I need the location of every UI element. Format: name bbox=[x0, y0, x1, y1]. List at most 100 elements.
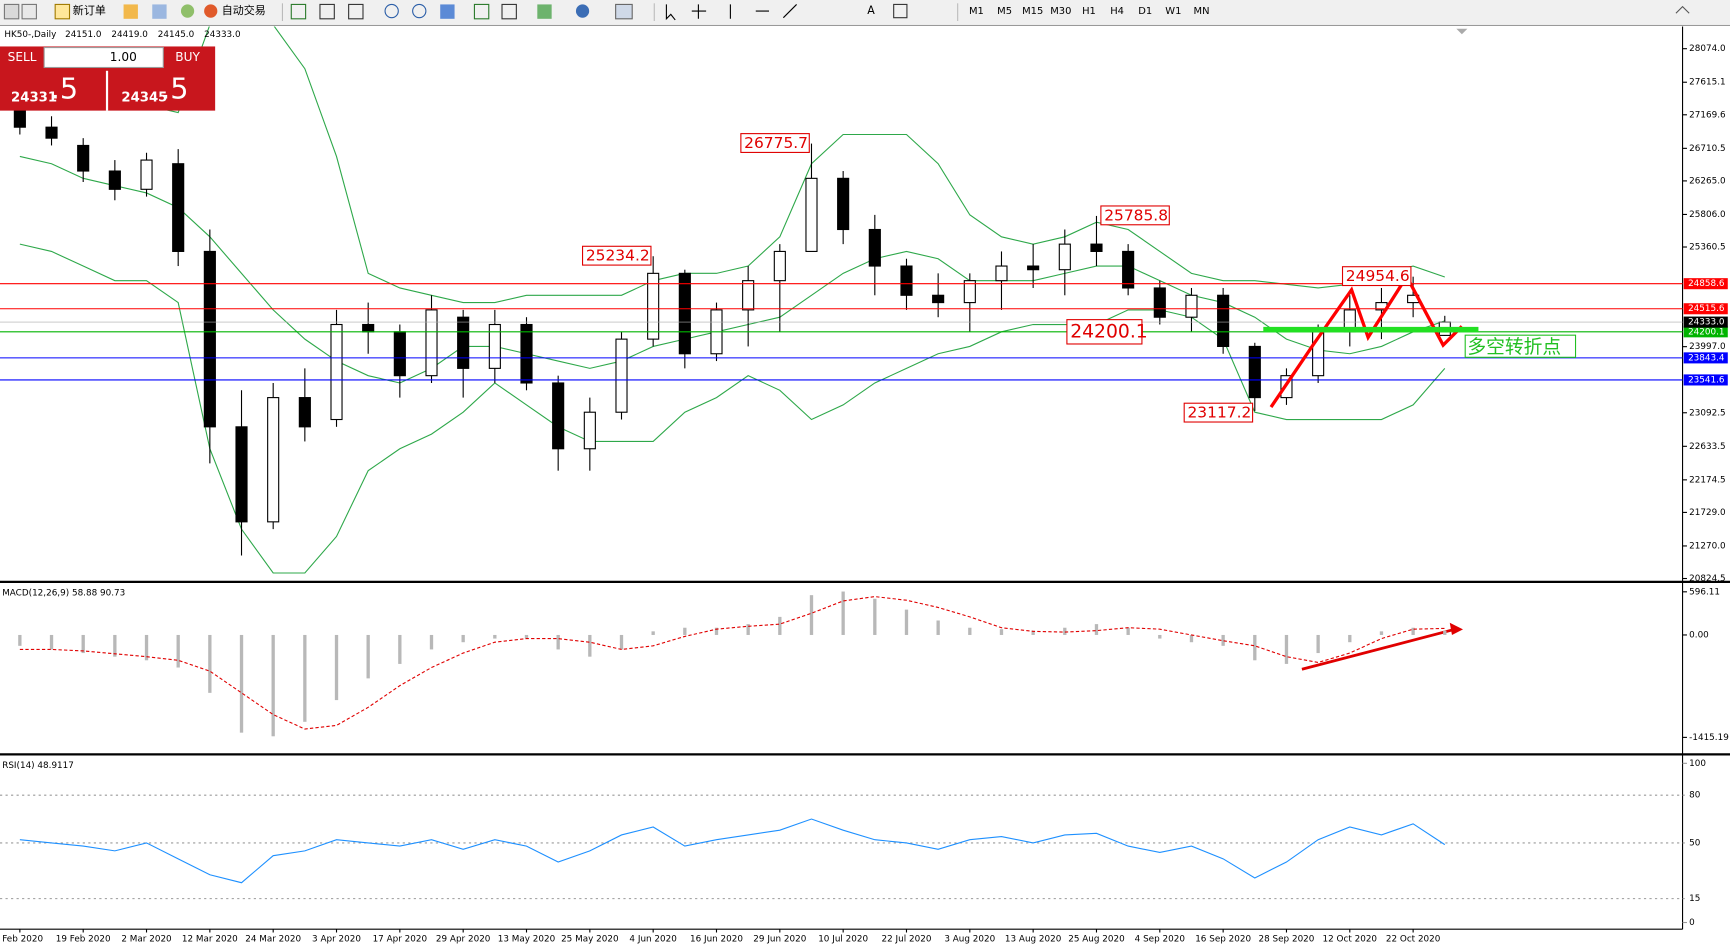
new-order-icon[interactable] bbox=[54, 3, 71, 20]
bid-label: 24333.0 bbox=[1688, 318, 1725, 328]
macd-bar bbox=[524, 634, 529, 639]
tool-icon[interactable] bbox=[348, 3, 364, 20]
level-axis-label: 23541.6 bbox=[1688, 375, 1725, 385]
zigzag-drawing bbox=[1269, 273, 1464, 409]
tool-icon[interactable] bbox=[319, 3, 335, 20]
period-button[interactable]: H4 bbox=[1110, 6, 1124, 17]
macd-bar bbox=[398, 634, 402, 664]
macd-bar bbox=[113, 634, 117, 657]
label-tool[interactable] bbox=[893, 3, 908, 19]
lots-value[interactable]: 1.00 bbox=[110, 50, 137, 64]
macd-bar bbox=[1221, 634, 1225, 646]
macd-bar bbox=[556, 634, 560, 650]
price-label: 23117.2 bbox=[1187, 404, 1251, 422]
new-order-button[interactable]: 新订单 bbox=[73, 3, 106, 17]
zoom-out[interactable] bbox=[412, 3, 427, 19]
macd-bar bbox=[1253, 634, 1257, 661]
macd-bar bbox=[1348, 634, 1352, 643]
macd-bar bbox=[1094, 624, 1099, 635]
candle-body bbox=[520, 323, 533, 384]
macd-bar bbox=[144, 634, 149, 661]
macd-bar bbox=[208, 634, 212, 693]
auto-trading-button[interactable]: 自动交易 bbox=[222, 3, 266, 17]
rsi-y-tick-label: 15 bbox=[1689, 894, 1700, 904]
sell-price[interactable]: 24331 bbox=[11, 90, 57, 105]
period-button[interactable]: MN bbox=[1194, 6, 1210, 17]
macd-bar bbox=[873, 598, 877, 635]
tool-icon[interactable] bbox=[180, 4, 195, 18]
line-tools[interactable] bbox=[729, 4, 797, 19]
bid-box bbox=[1683, 316, 1728, 328]
bollinger-lower bbox=[19, 243, 1446, 574]
candle-body bbox=[868, 228, 881, 267]
rsi-y-tick-label: 0 bbox=[1689, 918, 1695, 928]
y-tick-label: 23997.0 bbox=[1689, 342, 1726, 352]
tool-icon[interactable] bbox=[473, 3, 490, 20]
macd-bar bbox=[49, 634, 54, 650]
candle-body bbox=[963, 280, 976, 304]
x-tick-label: 12 Mar 2020 bbox=[182, 935, 238, 945]
macd-bar bbox=[271, 634, 275, 737]
tool-icon[interactable] bbox=[537, 4, 552, 19]
sell-price-pips[interactable]: .5 bbox=[51, 72, 78, 106]
macd-bar bbox=[18, 634, 22, 646]
y-tick-label: 21270.0 bbox=[1689, 541, 1726, 551]
buy-button[interactable]: BUY bbox=[175, 50, 200, 64]
y-tick-label: 22174.5 bbox=[1689, 475, 1725, 485]
collapse-button[interactable] bbox=[1675, 5, 1690, 14]
period-button[interactable]: D1 bbox=[1138, 6, 1152, 17]
tool-icon[interactable] bbox=[501, 3, 517, 20]
ohlc-value: 24151.0 bbox=[65, 30, 102, 40]
macd-bar bbox=[714, 627, 719, 635]
macd-bar bbox=[904, 609, 909, 635]
macd-bar bbox=[493, 634, 497, 639]
macd-bar bbox=[999, 629, 1004, 635]
macd-bar bbox=[1031, 630, 1035, 635]
auto-trading-icon[interactable] bbox=[204, 4, 218, 18]
annotation: 多空转折点 bbox=[1464, 334, 1577, 358]
level-axis-box bbox=[1683, 278, 1728, 290]
y-tick-label: 26265.0 bbox=[1689, 176, 1726, 186]
lots-box[interactable] bbox=[43, 47, 164, 69]
macd-bar bbox=[1379, 631, 1384, 635]
period-button[interactable]: M30 bbox=[1050, 6, 1071, 17]
macd-bar bbox=[1158, 634, 1162, 639]
period-button[interactable]: M15 bbox=[1022, 6, 1043, 17]
period-button[interactable]: M1 bbox=[969, 6, 984, 17]
macd-bar bbox=[81, 634, 85, 654]
candle-body bbox=[805, 177, 818, 252]
period-button[interactable]: W1 bbox=[1165, 6, 1181, 17]
period-button[interactable]: M5 bbox=[997, 6, 1012, 17]
macd-bar bbox=[809, 595, 814, 635]
text-tool[interactable]: A bbox=[867, 4, 875, 17]
sell-button[interactable]: SELL bbox=[8, 50, 37, 64]
tool-icon[interactable] bbox=[21, 3, 37, 20]
tool-icon[interactable] bbox=[615, 3, 633, 20]
buy-price[interactable]: 24345 bbox=[121, 90, 167, 105]
crosshair-tool[interactable] bbox=[691, 4, 707, 19]
x-tick-label: 28 Sep 2020 bbox=[1259, 935, 1315, 945]
tool-icon[interactable] bbox=[152, 4, 167, 19]
tool-icon[interactable] bbox=[3, 3, 20, 20]
macd-bar bbox=[588, 634, 592, 657]
x-tick-label: 10 Jul 2020 bbox=[818, 935, 868, 945]
macd-y-tick-label: -1415.19 bbox=[1689, 733, 1729, 743]
zoom-in[interactable] bbox=[384, 3, 399, 19]
macd-bar bbox=[334, 634, 339, 701]
macd-y-tick-label: 596.11 bbox=[1689, 587, 1720, 597]
tool-icon[interactable] bbox=[290, 3, 307, 20]
tool-icon[interactable] bbox=[440, 4, 455, 19]
buy-price-pips[interactable]: .5 bbox=[161, 72, 188, 106]
one-click-trading: SELL BUY 1.00 24331 .5 24345 .5 bbox=[0, 46, 216, 111]
candle-body bbox=[1122, 250, 1135, 289]
candle-body bbox=[1058, 243, 1071, 271]
cursor-tool[interactable] bbox=[665, 4, 676, 21]
tool-icon[interactable] bbox=[575, 4, 590, 18]
x-tick-label: 29 Jun 2020 bbox=[753, 935, 806, 945]
candle-body bbox=[77, 144, 90, 172]
candle-body bbox=[773, 250, 786, 282]
price-label: 25234.2 bbox=[586, 247, 650, 265]
x-tick-label: 25 May 2020 bbox=[561, 935, 619, 945]
period-button[interactable]: H1 bbox=[1082, 6, 1096, 17]
tool-icon[interactable] bbox=[123, 4, 138, 19]
